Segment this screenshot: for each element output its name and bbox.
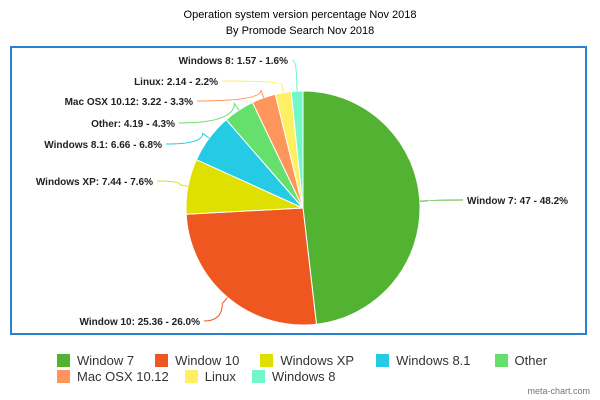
legend-swatch <box>57 353 70 367</box>
label-connector <box>221 80 284 93</box>
data-label: Mac OSX 10.12: 3.22 - 3.3% <box>65 97 194 108</box>
legend-label: Windows XP <box>280 352 355 368</box>
legend-item[interactable]: Window 10 <box>155 353 239 368</box>
legend-item[interactable]: Window 7 <box>57 353 134 368</box>
label-connector <box>156 180 189 187</box>
data-label: Windows 8.1: 6.66 - 6.8% <box>44 140 162 151</box>
pie-slice[interactable] <box>185 207 318 326</box>
legend-swatch <box>494 353 508 367</box>
label-connector <box>291 59 298 92</box>
data-label: Window 7: 47 - 48.2% <box>467 196 568 207</box>
data-label: Windows XP: 7.44 - 7.6% <box>36 177 153 188</box>
data-label: Window 10: 25.36 - 26.0% <box>79 317 200 328</box>
data-label: Other: 4.19 - 4.3% <box>91 119 175 130</box>
legend-item[interactable]: Windows XP <box>260 353 354 368</box>
data-label: Windows 8: 1.57 - 1.6% <box>179 56 288 67</box>
legend-label: Window 10 <box>175 352 240 368</box>
legend-item[interactable]: Linux <box>184 368 236 384</box>
legend-label: Window 7 <box>77 352 135 368</box>
legend-swatch <box>184 369 198 383</box>
legend-item[interactable]: Windows 8.1 <box>376 352 471 368</box>
legend-label: Mac OSX 10.12 <box>77 368 169 384</box>
data-label: Linux: 2.14 - 2.2% <box>134 77 218 88</box>
pie-slice[interactable] <box>302 90 421 325</box>
label-connector <box>178 101 240 124</box>
legend-item[interactable]: Windows 8 <box>251 368 336 384</box>
label-connector <box>419 199 464 202</box>
legend-swatch <box>251 369 265 383</box>
chart-frame <box>10 46 587 335</box>
legend-label: Linux <box>204 368 236 384</box>
chart-title: Operation system version percentage Nov … <box>183 9 417 21</box>
legend-label: Other <box>514 352 548 368</box>
legend-swatch <box>376 353 390 367</box>
legend-swatch <box>155 353 169 367</box>
legend-swatch <box>57 369 70 383</box>
legend: Window 7 Window 10 Windows XP Windows 8.1 Ot… <box>57 352 577 384</box>
legend-label: Windows 8.1 <box>396 352 471 368</box>
legend-label: Windows 8 <box>271 368 336 384</box>
credit: meta-chart.com <box>527 386 590 396</box>
label-connector <box>203 297 228 322</box>
legend-swatch <box>260 353 274 367</box>
label-connector <box>196 90 265 102</box>
chart-subtitle: By Promode Search Nov 2018 <box>225 25 375 37</box>
legend-item[interactable]: Other <box>494 352 548 368</box>
legend-item[interactable]: Mac OSX 10.12 <box>57 369 169 384</box>
label-connector <box>165 132 210 145</box>
